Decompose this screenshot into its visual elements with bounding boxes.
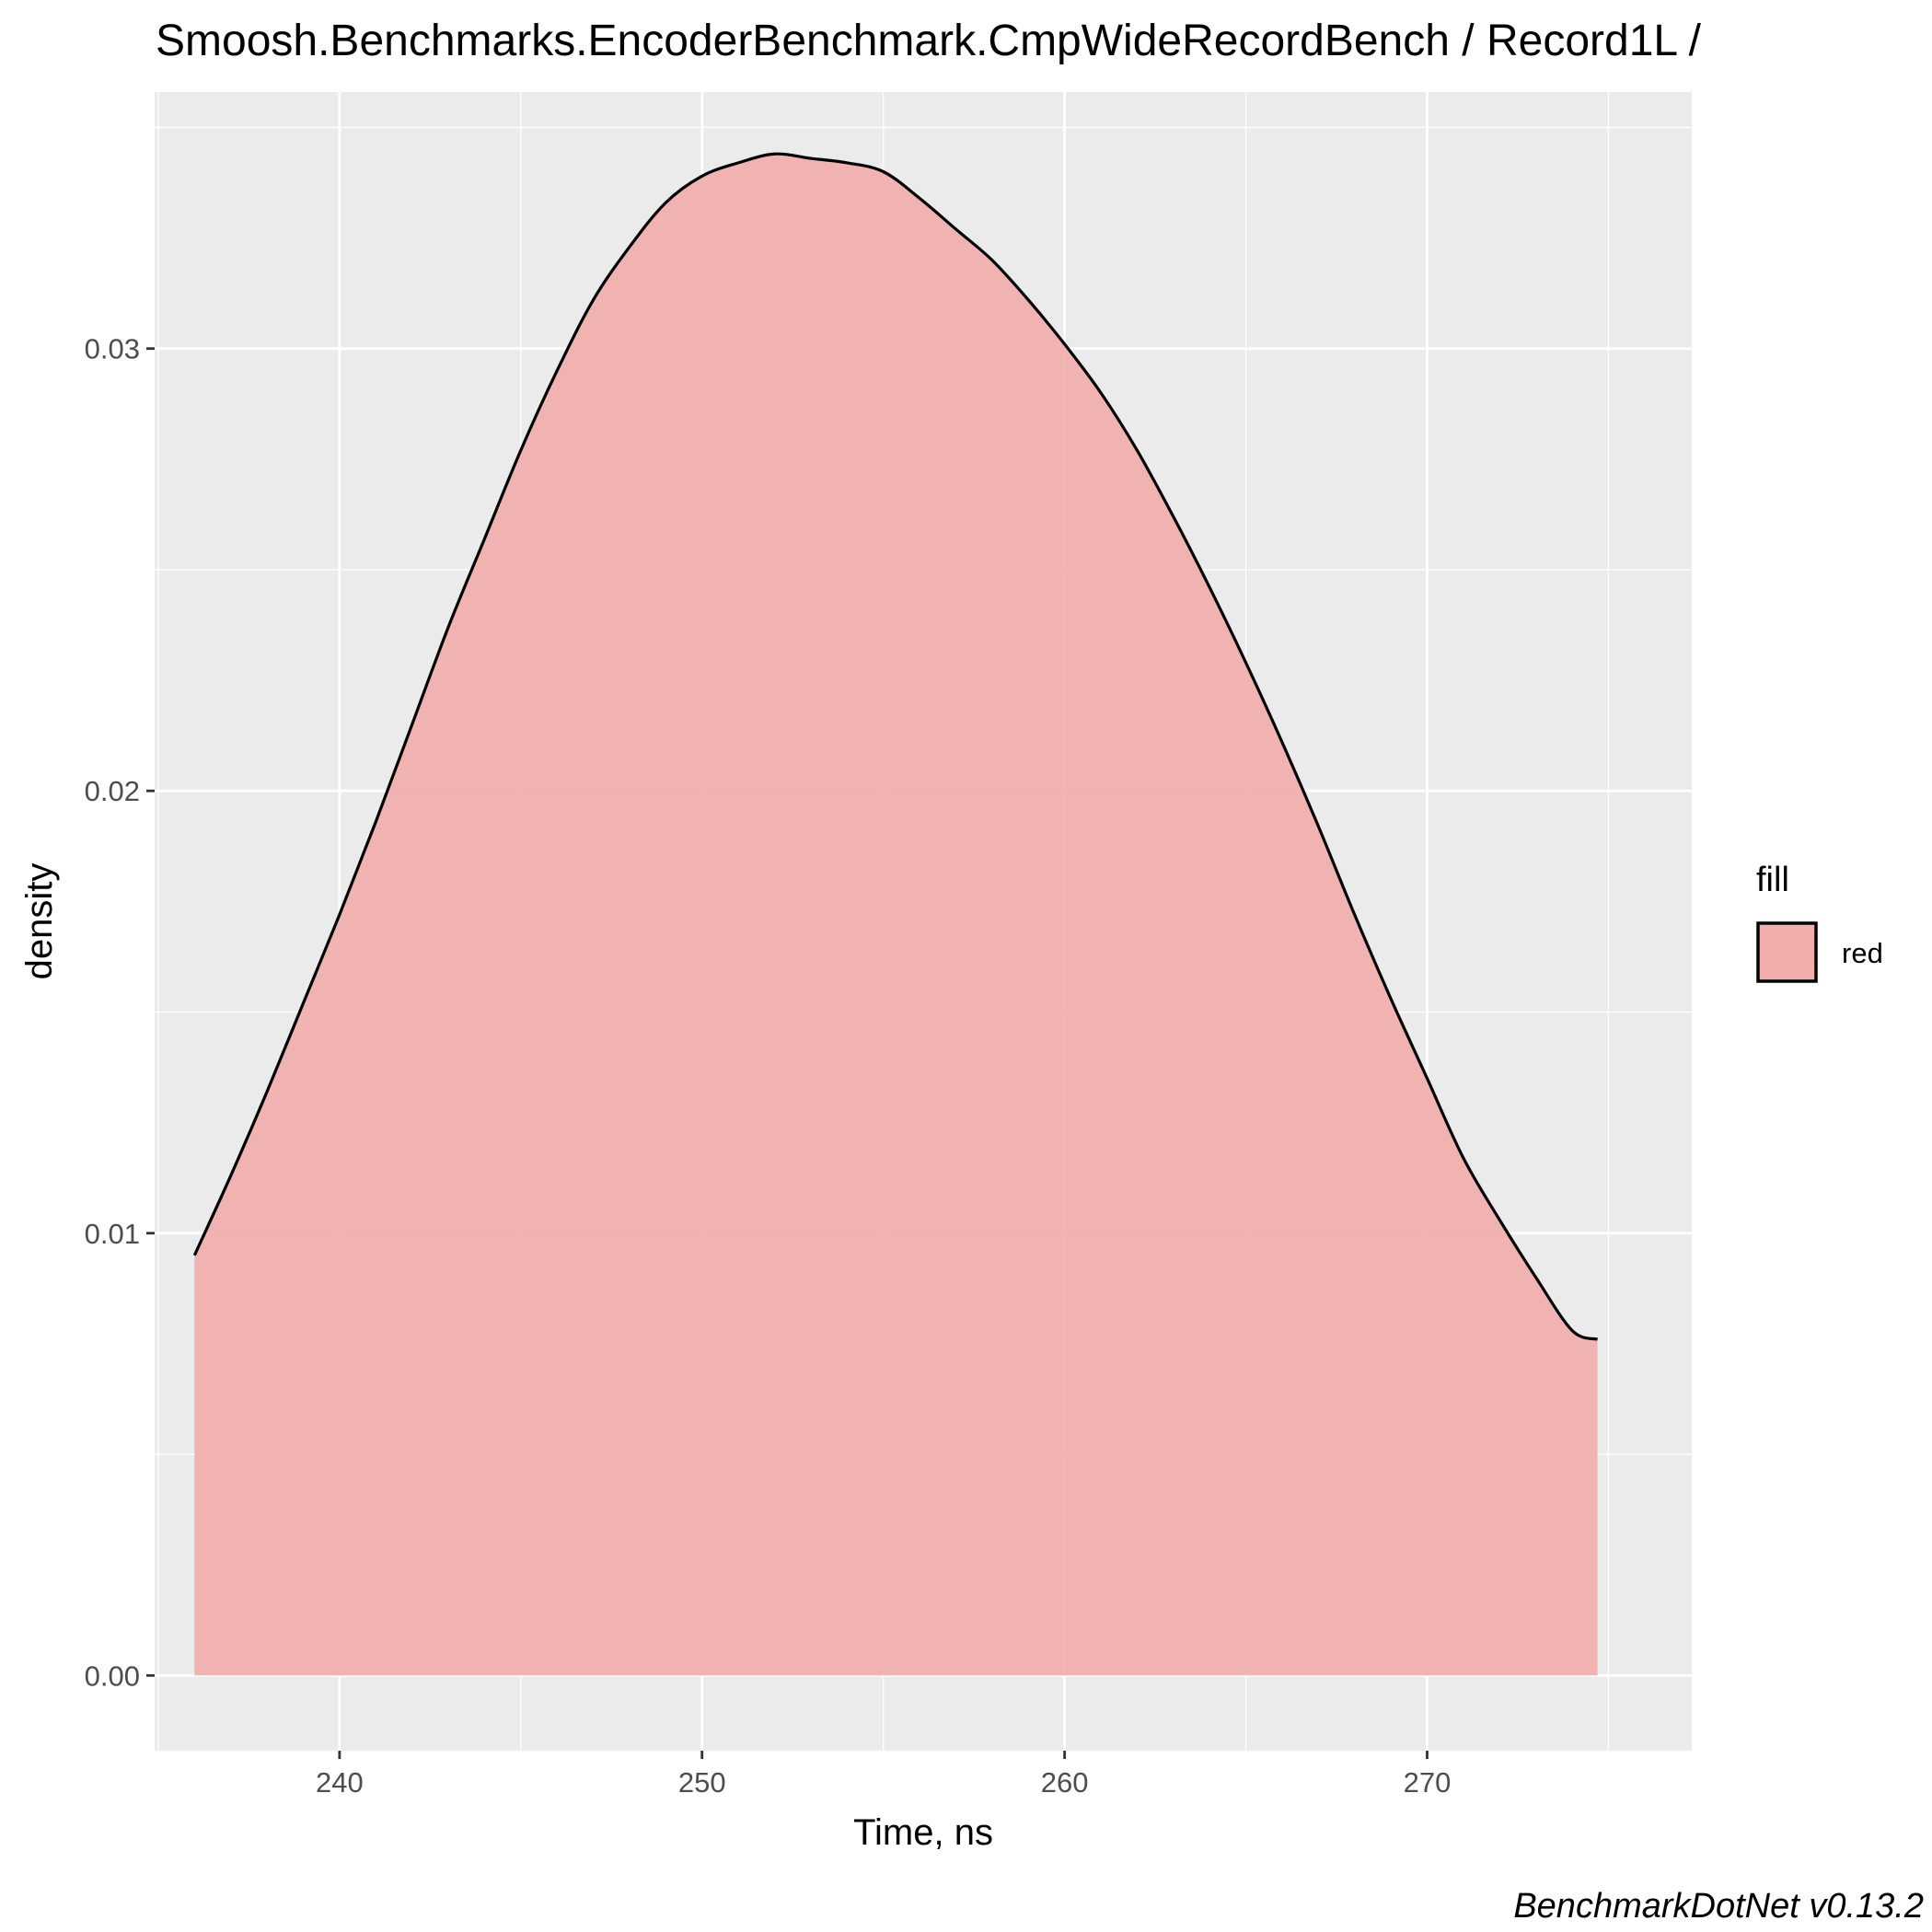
density-area (194, 154, 1598, 1676)
y-axis-title: density (19, 863, 60, 980)
x-tick-label: 270 (1404, 1766, 1452, 1799)
chart-title: Smoosh.Benchmarks.EncoderBenchmark.CmpWi… (156, 17, 1702, 65)
y-axis: 0.00 0.01 0.02 0.03 (85, 333, 155, 1692)
x-tick-label: 250 (678, 1766, 726, 1799)
legend: fill red (1756, 861, 1883, 983)
legend-label-red: red (1842, 937, 1883, 969)
legend-title: fill (1756, 861, 1789, 899)
y-tick-label: 0.00 (85, 1660, 140, 1692)
y-tick-label: 0.02 (85, 775, 140, 807)
x-axis-title: Time, ns (853, 1812, 993, 1853)
legend-swatch-red (1756, 921, 1818, 983)
y-tick-label: 0.01 (85, 1218, 140, 1250)
caption: BenchmarkDotNet v0.13.2 (1513, 1887, 1924, 1926)
y-tick-label: 0.03 (85, 333, 140, 365)
x-axis: 240 250 260 270 (316, 1751, 1451, 1799)
x-tick-label: 260 (1041, 1766, 1089, 1799)
x-tick-label: 240 (316, 1766, 364, 1799)
density-line (192, 152, 1599, 1341)
density-layer (192, 152, 1599, 1676)
